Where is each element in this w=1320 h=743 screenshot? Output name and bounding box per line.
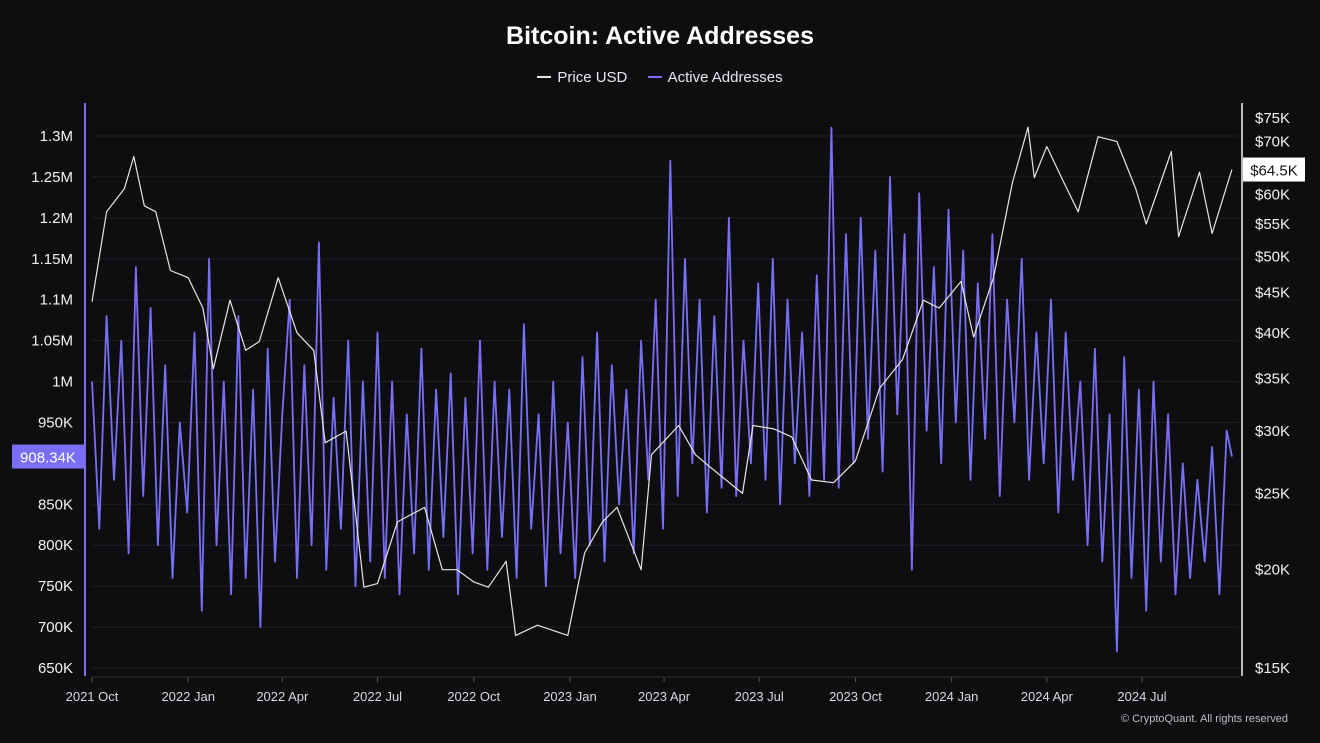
y-left-tick-label: 1M [52,374,73,391]
badge-label: 908.34K [20,450,76,467]
legend-item-price[interactable]: Price USD [537,69,627,86]
legend-item-addresses[interactable]: Active Addresses [647,68,783,86]
legend-swatch-price [537,76,552,78]
y-right-tick-label: $45K [1255,285,1290,302]
y-left-tick-label: 1.15M [31,251,73,268]
legend-label-addresses: Active Addresses [667,68,783,86]
y-left-tick-label: 1.2M [40,210,73,227]
y-left-tick-label: 650K [38,660,73,677]
y-left-tick-label: 1.05M [31,333,73,350]
y-right-tick-label: $25K [1255,485,1290,502]
y-right-tick-label: $15K [1255,660,1290,677]
x-tick-label: 2023 Jan [543,689,597,704]
y-left-tick-label: 750K [38,578,73,595]
chart-title: Bitcoin: Active Addresses [506,22,814,50]
x-tick-label: 2023 Oct [829,689,882,704]
y-left-tick-label: 1.1M [40,292,73,309]
y-left-tick-label: 1.25M [31,169,73,186]
badge-bg [12,444,84,469]
x-tick-label: 2024 Jan [925,689,979,704]
x-tick-label: 2022 Oct [447,689,500,704]
legend-swatch-addresses [647,76,662,78]
x-tick-label: 2024 Jul [1117,689,1166,704]
x-tick-label: 2022 Jan [161,689,215,704]
y-left-tick-label: 800K [38,537,73,554]
y-right-tick-label: $55K [1255,216,1290,233]
x-tick-label: 2021 Oct [66,689,119,704]
legend-label-price: Price USD [557,68,628,86]
price-line [91,126,1233,636]
current-price-badge: $64.5K [1243,157,1305,182]
y-left-tick-label: 950K [38,414,73,431]
x-tick-label: 2023 Apr [638,689,691,704]
y-left-tick-label: 1.3M [40,128,73,145]
x-tick-label: 2023 Jul [735,689,784,704]
y-right-tick-label: $50K [1255,249,1290,266]
copyright: © CryptoQuant. All rights reserved [1120,713,1288,725]
y-right-tick-label: $60K [1255,186,1290,203]
y-right-tick-label: $20K [1255,562,1290,579]
y-right-tick-label: $70K [1255,134,1290,151]
current-addresses-badge: 908.34K [12,444,84,469]
x-tick-label: 2022 Apr [256,689,309,704]
legend: Price USD Active Addresses [0,65,1320,86]
x-tick-label: 2024 Apr [1021,689,1074,704]
y-right-tick-label: $75K [1255,110,1290,127]
x-tick-label: 2022 Jul [353,689,402,704]
y-right-tick-label: $40K [1255,325,1290,342]
y-left-tick-label: 700K [38,619,73,636]
badge-bg [1243,157,1305,182]
y-right-tick-label: $30K [1255,423,1290,440]
badge-label: $64.5K [1250,163,1298,180]
active-addresses-line [91,126,1233,653]
y-left-tick-label: 850K [38,496,73,513]
y-right-tick-label: $35K [1255,370,1290,387]
